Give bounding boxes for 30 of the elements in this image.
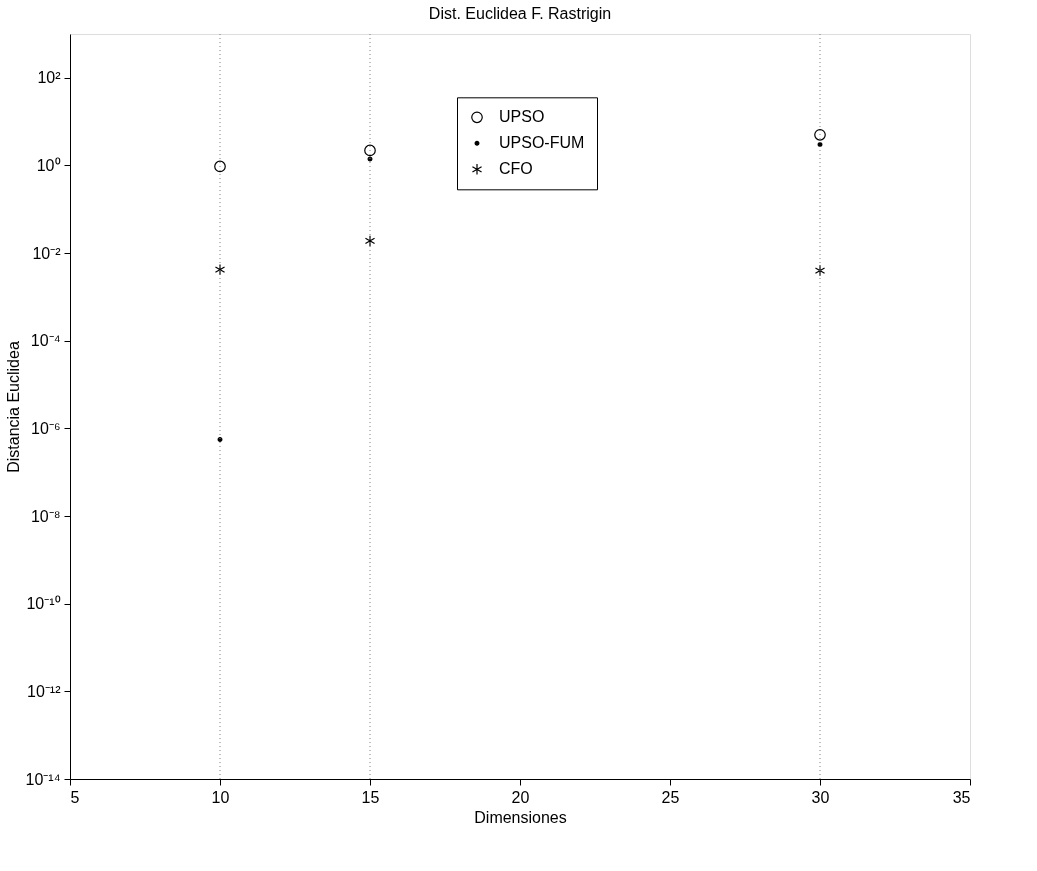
y-tick-label: 10⁻² [32, 244, 62, 262]
y-tick-label: 10⁻¹⁰ [26, 595, 61, 613]
y-axis-title: Distancia Euclidea [4, 341, 22, 473]
x-tick-label: 10 [211, 788, 230, 806]
y-tick-label: 10² [37, 69, 62, 87]
legend-label: UPSO [499, 108, 545, 126]
point [814, 264, 826, 277]
x-tick-label: 35 [952, 788, 971, 806]
y-tick-label: 10⁻¹² [27, 682, 62, 700]
x-tick-label: 5 [70, 788, 80, 806]
x-tick-label: 30 [811, 788, 830, 806]
x-tick-label: 20 [511, 788, 530, 806]
y-tick-label: 10⁰ [36, 156, 61, 174]
point [364, 235, 376, 247]
point [217, 436, 223, 442]
y-tick-label: 10⁻⁶ [31, 419, 61, 437]
chart-title: Dist. Euclidea F. Rastrigin [428, 4, 612, 22]
point [214, 263, 226, 276]
x-tick-label: 15 [361, 788, 380, 806]
y-tick-label: 10⁻¹⁴ [25, 770, 61, 788]
legend-label: CFO [499, 160, 533, 178]
x-tick-label: 25 [661, 788, 680, 806]
x-axis-title: Dimensiones [474, 808, 567, 826]
point [364, 144, 376, 157]
point [814, 129, 826, 141]
y-tick-label: 10⁻⁴ [30, 332, 61, 350]
legend-label: UPSO-FUM [499, 134, 585, 152]
point [817, 142, 823, 148]
y-tick-label: 10⁻⁸ [30, 507, 61, 525]
point [214, 160, 226, 173]
